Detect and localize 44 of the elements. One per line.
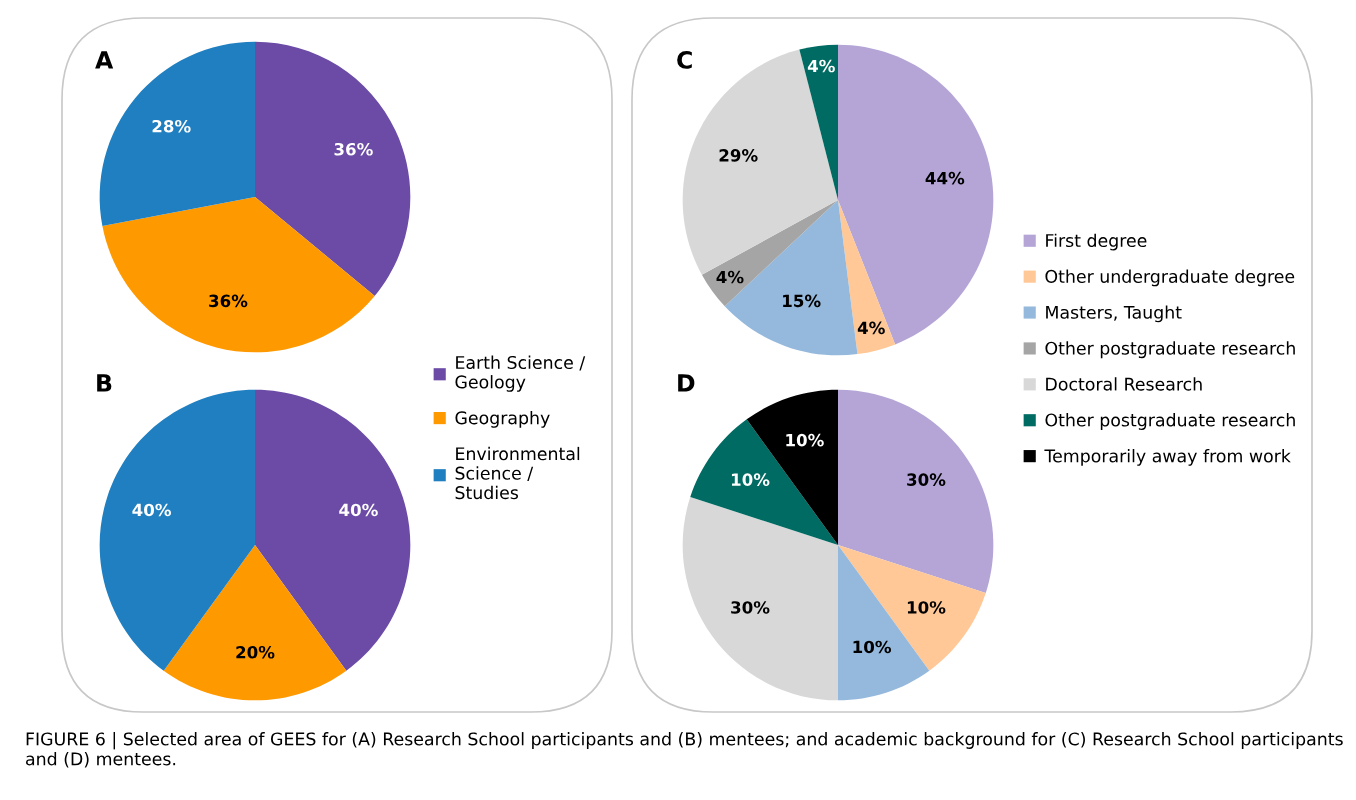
legend-label: Earth Science / Geology <box>455 355 586 392</box>
legend-label: Temporarily away from work <box>1044 449 1291 466</box>
data-label: 44% <box>925 171 965 185</box>
data-label: 10% <box>907 601 946 614</box>
legend-label: First degree <box>1046 233 1147 251</box>
data-label: 30% <box>731 601 770 614</box>
pie-slice <box>163 545 347 701</box>
chart-title: A <box>95 51 114 69</box>
legend-label: Other undergraduate degree <box>1045 269 1295 287</box>
pie-slice <box>838 545 986 671</box>
data-label: 28% <box>152 119 191 133</box>
pie-slice <box>255 41 411 297</box>
pie-slice <box>838 44 994 345</box>
pie-slice <box>799 44 838 200</box>
legend-label: Environmental Science / Studies <box>455 446 580 500</box>
data-label: 36% <box>209 294 248 308</box>
data-label: 20% <box>236 645 275 659</box>
pie-slice <box>690 419 838 545</box>
data-label: 29% <box>719 149 758 162</box>
data-label: 10% <box>853 640 892 654</box>
pie-slice <box>102 197 375 353</box>
data-label: 10% <box>731 473 770 486</box>
data-label: 10% <box>786 433 824 447</box>
pie-slice <box>682 497 838 701</box>
pie-slice <box>838 200 896 355</box>
data-label: 4% <box>807 59 835 73</box>
pie-slice <box>838 389 994 593</box>
caption: FIGURE 6 | Selected area of GEES for (A) Research School participants and (B) mentees; and academic background for (C) Research School participants and (D) mentees. <box>26 732 1343 768</box>
chart-title: D <box>678 374 695 392</box>
data-label: 4% <box>857 321 885 335</box>
pie-slice <box>701 200 838 307</box>
data-label: 30% <box>907 473 946 486</box>
chart-title: C <box>677 50 692 69</box>
data-label: 4% <box>716 270 744 284</box>
legend-label: Geography <box>455 410 550 428</box>
legend-label: Masters, Taught <box>1046 305 1182 323</box>
chart-title: B <box>97 374 112 392</box>
data-label: 40% <box>339 503 378 517</box>
data-label: 15% <box>783 294 821 308</box>
legend-label: Doctoral Research <box>1046 377 1202 391</box>
legend-label: Other postgraduate research <box>1045 341 1295 359</box>
data-label: 40% <box>132 503 171 517</box>
data-label: 36% <box>334 142 373 156</box>
legend-label: Other postgraduate research <box>1045 413 1295 430</box>
